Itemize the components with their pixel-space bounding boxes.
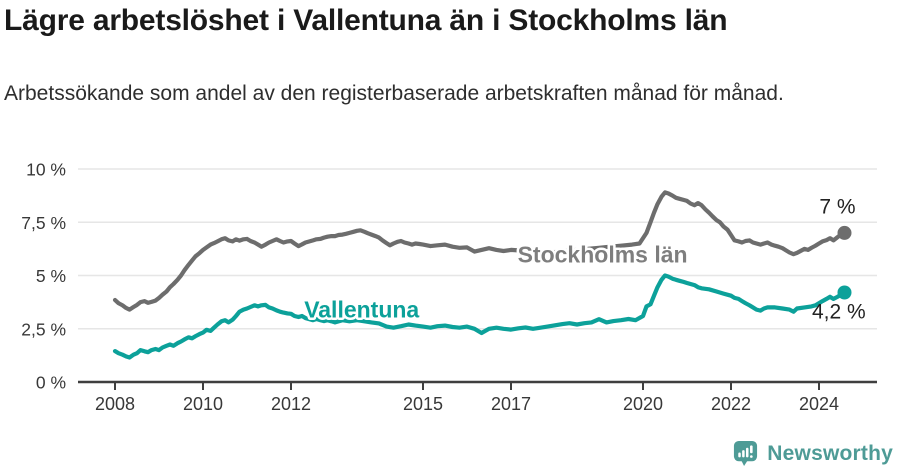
x-tick-label: 2012 bbox=[271, 394, 311, 414]
series-end-dot-vallentuna bbox=[837, 285, 852, 300]
y-tick-label: 10 % bbox=[26, 160, 66, 180]
x-tick-label: 2015 bbox=[403, 394, 443, 414]
y-tick-label: 0 % bbox=[36, 373, 66, 393]
x-tick-label: 2010 bbox=[183, 394, 223, 414]
end-value-stockholm: 7 % bbox=[819, 196, 855, 219]
y-tick-label: 7,5 % bbox=[21, 213, 66, 233]
series-label-stockholm: Stockholms län bbox=[518, 241, 688, 267]
x-tick-label: 2020 bbox=[623, 394, 663, 414]
newsworthy-branding: Newsworthy bbox=[732, 440, 893, 468]
chart-header: Lägre arbetslöshet i Vallentuna än i Sto… bbox=[4, 2, 896, 109]
x-tick-label: 2024 bbox=[799, 394, 839, 414]
y-tick-label: 5 % bbox=[36, 266, 66, 286]
x-tick-label: 2008 bbox=[95, 394, 135, 414]
y-tick-label: 2,5 % bbox=[21, 319, 66, 339]
chart-subtitle: Arbetssökande som andel av den registerb… bbox=[4, 81, 784, 105]
chart-title: Lägre arbetslöshet i Vallentuna än i Sto… bbox=[4, 4, 728, 37]
x-tick-label: 2022 bbox=[711, 394, 751, 414]
series-line-stockholm bbox=[112, 190, 847, 312]
series-line-vallentuna bbox=[112, 273, 847, 360]
end-value-vallentuna: 4,2 % bbox=[812, 301, 866, 324]
newsworthy-logo-icon bbox=[734, 440, 758, 467]
series-end-dot-stockholm bbox=[837, 225, 852, 240]
series-label-vallentuna: Vallentuna bbox=[304, 297, 419, 323]
newsworthy-logo-text: Newsworthy bbox=[767, 442, 893, 465]
x-tick-label: 2017 bbox=[491, 394, 531, 414]
